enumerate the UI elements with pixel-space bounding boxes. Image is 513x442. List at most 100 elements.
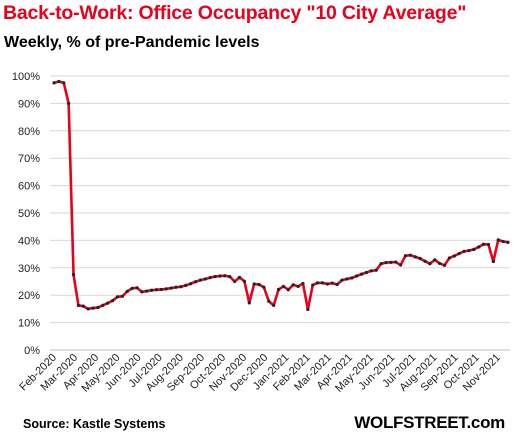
- data-point: [86, 307, 90, 311]
- y-tick-label: 10%: [18, 318, 40, 330]
- data-point: [223, 274, 227, 278]
- data-point: [403, 254, 408, 258]
- data-point: [355, 274, 359, 278]
- data-point: [159, 287, 163, 292]
- data-point: [447, 256, 452, 260]
- data-point: [486, 242, 491, 247]
- data-point: [120, 294, 124, 298]
- data-point: [320, 281, 325, 285]
- data-point: [189, 282, 193, 286]
- data-point: [286, 288, 290, 292]
- data-point: [311, 283, 315, 287]
- chart-title: Back-to-Work: Office Occupancy "10 City …: [3, 2, 467, 24]
- data-point: [364, 270, 369, 275]
- y-tick-label: 30%: [18, 263, 40, 275]
- data-point: [442, 263, 447, 267]
- data-point: [306, 307, 310, 312]
- data-point: [140, 290, 144, 294]
- data-point: [481, 242, 486, 246]
- data-point: [413, 255, 417, 259]
- data-point: [203, 277, 207, 281]
- data-point: [52, 81, 56, 85]
- data-point: [325, 282, 329, 286]
- data-point: [252, 282, 256, 286]
- y-tick-label: 70%: [18, 153, 40, 165]
- data-point: [389, 260, 393, 264]
- data-point: [257, 282, 261, 287]
- data-point: [164, 287, 168, 291]
- data-point: [228, 274, 232, 279]
- data-point: [281, 284, 286, 289]
- data-point: [452, 254, 456, 258]
- data-point: [408, 253, 412, 257]
- y-axis-ticks: 0% 10% 20% 30% 40% 50% 60% 70% 80% 90% 100%: [12, 71, 40, 357]
- data-point: [272, 303, 276, 307]
- data-point: [330, 281, 334, 285]
- data-point: [491, 259, 495, 264]
- data-point: [233, 279, 237, 284]
- data-point: [184, 283, 188, 287]
- gridlines: [50, 75, 510, 351]
- data-point: [62, 81, 66, 85]
- data-point: [379, 262, 383, 266]
- data-point: [76, 303, 81, 307]
- data-point: [96, 305, 100, 310]
- data-point: [242, 279, 246, 283]
- data-point: [198, 278, 203, 282]
- data-point: [125, 289, 129, 293]
- data-point: [501, 239, 505, 244]
- source-note: Source: Kastle Systems: [23, 417, 166, 431]
- data-point: [145, 289, 149, 293]
- data-point: [345, 277, 349, 281]
- data-point: [106, 301, 110, 305]
- data-point: [394, 260, 398, 264]
- chart-subtitle: Weekly, % of pre-Pandemic levels: [4, 34, 260, 51]
- data-point: [399, 263, 403, 267]
- y-tick-label: 0%: [24, 345, 40, 357]
- brand-logo-text: WOLFSTREET.com: [354, 413, 505, 432]
- y-tick-label: 40%: [18, 235, 40, 247]
- marker-layer: [52, 79, 510, 312]
- data-point: [247, 301, 251, 305]
- data-point: [340, 278, 344, 282]
- series-layer: [52, 80, 510, 311]
- data-point: [174, 285, 178, 289]
- data-point: [110, 299, 115, 303]
- data-point: [208, 276, 212, 280]
- y-tick-label: 20%: [18, 290, 40, 302]
- data-point: [472, 247, 476, 252]
- data-point: [218, 274, 222, 278]
- y-tick-label: 80%: [18, 126, 40, 138]
- data-point: [169, 286, 173, 290]
- data-point: [67, 101, 71, 105]
- data-point: [237, 275, 242, 279]
- data-point: [71, 273, 76, 277]
- data-point: [267, 299, 271, 303]
- data-point: [506, 240, 510, 244]
- data-point: [154, 288, 159, 292]
- data-point: [457, 251, 461, 256]
- data-point: [369, 269, 373, 273]
- data-point: [193, 280, 198, 284]
- data-point: [101, 303, 105, 307]
- data-point: [477, 245, 481, 249]
- data-point: [81, 304, 85, 308]
- data-point: [462, 249, 466, 253]
- y-tick-label: 60%: [18, 181, 40, 193]
- data-point: [467, 248, 471, 253]
- data-point: [496, 238, 500, 242]
- data-point: [423, 259, 427, 263]
- data-point: [135, 286, 139, 290]
- data-point: [433, 258, 437, 262]
- data-point: [428, 262, 432, 266]
- series-line: [52, 80, 510, 311]
- data-point: [262, 285, 266, 289]
- data-point: [350, 276, 354, 280]
- data-point: [179, 285, 183, 289]
- data-point: [359, 272, 364, 276]
- data-point: [213, 274, 217, 279]
- data-point: [438, 261, 442, 266]
- data-point: [150, 288, 154, 292]
- data-point: [115, 295, 120, 299]
